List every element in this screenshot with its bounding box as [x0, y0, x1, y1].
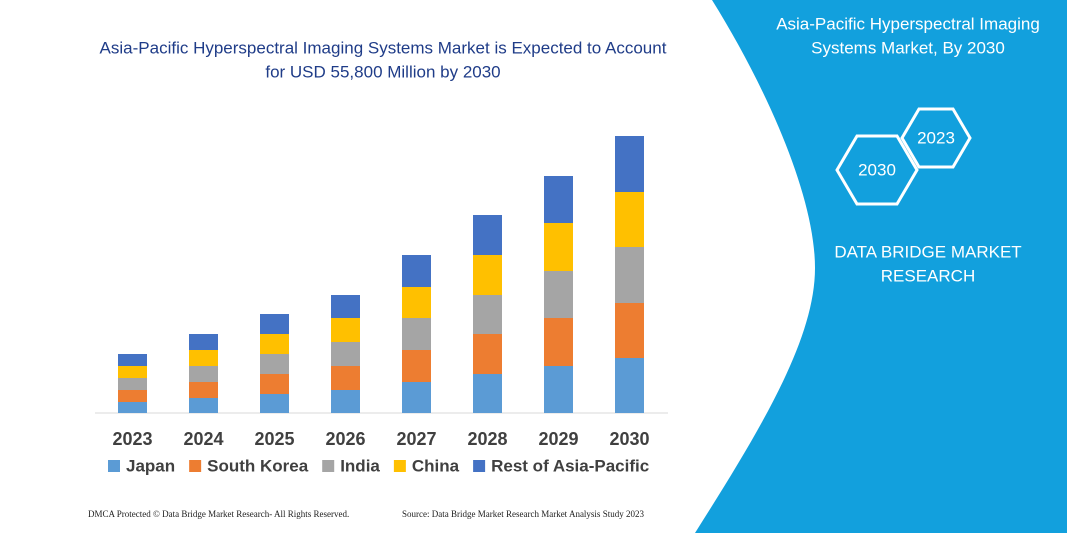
- bar-segment: [189, 350, 218, 366]
- bar-segment: [331, 390, 360, 413]
- brand: DATA BRIDGE MARKET: [834, 242, 1021, 261]
- bar-segment: [615, 303, 644, 358]
- x-tick-label: 2028: [467, 429, 507, 449]
- panel-title: Asia-Pacific Hyperspectral Imaging: [776, 14, 1040, 33]
- bar-segment: [615, 192, 644, 247]
- bar-segment: [118, 378, 147, 390]
- bar-segment: [260, 354, 289, 374]
- bar-segment: [331, 366, 360, 390]
- chart-title: Asia-Pacific Hyperspectral Imaging Syste…: [100, 38, 667, 57]
- bar-segment: [473, 255, 502, 295]
- legend-swatch: [393, 460, 406, 472]
- bar-segment: [331, 295, 360, 318]
- hex-label: 2023: [917, 128, 955, 147]
- bar-segment: [473, 374, 502, 413]
- bar-segment: [118, 366, 147, 378]
- bar-segment: [544, 271, 573, 318]
- bar-segment: [473, 295, 502, 334]
- bar-segment: [260, 334, 289, 354]
- bar-segment: [615, 136, 644, 192]
- footer-source: Source: Data Bridge Market Research Mark…: [402, 509, 644, 519]
- legend-label: India: [340, 456, 380, 475]
- bar-segment: [544, 366, 573, 413]
- bar-segment: [402, 350, 431, 382]
- legend-swatch: [322, 460, 335, 472]
- hex-label: 2030: [858, 160, 896, 179]
- bar-segment: [118, 390, 147, 402]
- bar-segment: [189, 382, 218, 398]
- brand: RESEARCH: [881, 266, 975, 285]
- bar-segment: [402, 287, 431, 318]
- hexagon: [835, 134, 919, 206]
- bar-segment: [544, 176, 573, 223]
- bar-segment: [118, 402, 147, 413]
- legend-swatch: [473, 460, 486, 472]
- bar-segment: [615, 247, 644, 303]
- bar-segment: [331, 318, 360, 342]
- legend-label: Japan: [126, 456, 175, 475]
- side-panel: [695, 0, 1067, 533]
- legend-swatch: [108, 460, 120, 472]
- bar-segment: [260, 314, 289, 334]
- bar-segment: [402, 318, 431, 350]
- bar-segment: [260, 394, 289, 413]
- legend-label: Rest of Asia-Pacific: [491, 456, 649, 475]
- legend-label: China: [412, 456, 460, 475]
- x-tick-label: 2025: [254, 429, 294, 449]
- bar-segment: [544, 223, 573, 271]
- footer-dmca: DMCA Protected © Data Bridge Market Rese…: [88, 509, 349, 519]
- bar-segment: [473, 215, 502, 255]
- legend-label: South Korea: [207, 456, 309, 475]
- bar-segment: [402, 255, 431, 287]
- x-tick-label: 2026: [325, 429, 365, 449]
- bar-segment: [260, 374, 289, 394]
- x-tick-label: 2029: [538, 429, 578, 449]
- hexagon: [900, 107, 972, 169]
- bar-segment: [118, 354, 147, 366]
- bar-segment: [615, 358, 644, 413]
- bar-segment: [544, 318, 573, 366]
- bar-segment: [331, 342, 360, 366]
- x-tick-label: 2030: [609, 429, 649, 449]
- panel-title: Systems Market, By 2030: [811, 38, 1005, 57]
- legend-swatch: [189, 460, 202, 472]
- chart-title: for USD 55,800 Million by 2030: [265, 62, 500, 81]
- x-tick-label: 2024: [183, 429, 223, 449]
- bar-segment: [189, 398, 218, 413]
- bar-segment: [189, 366, 218, 382]
- bar-segment: [402, 382, 431, 413]
- x-tick-label: 2023: [112, 429, 152, 449]
- bar-segment: [189, 334, 218, 350]
- bar-segment: [473, 334, 502, 374]
- x-tick-label: 2027: [396, 429, 436, 449]
